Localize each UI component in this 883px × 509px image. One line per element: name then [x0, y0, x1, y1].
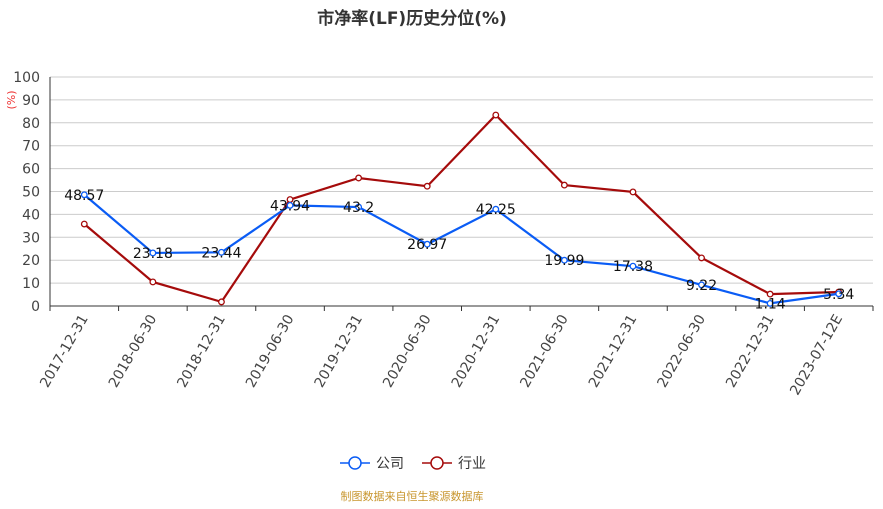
series-line — [83, 113, 839, 304]
data-point — [80, 220, 88, 228]
x-tick-label: 2022-12-31 — [723, 312, 778, 390]
data-point — [423, 182, 431, 190]
data-label: 26.97 — [407, 237, 447, 253]
legend-marker — [430, 456, 444, 470]
data-label: 43.94 — [270, 198, 310, 214]
data-point — [560, 256, 568, 264]
legend-label[interactable]: 行业 — [458, 456, 486, 472]
x-tick-label: 2021-12-31 — [586, 312, 641, 390]
data-point — [698, 281, 705, 289]
y-tick-label: 10 — [22, 276, 40, 292]
data-label: 23.18 — [133, 246, 173, 262]
data-point — [80, 191, 88, 199]
y-tick-label: 70 — [22, 139, 40, 155]
data-label: 43.2 — [343, 200, 374, 216]
data-point — [492, 205, 500, 213]
x-tick-label: 2020-12-31 — [449, 312, 504, 390]
x-tick-label: 2017-12-31 — [37, 312, 92, 390]
data-point — [492, 111, 500, 119]
legend-marker — [348, 456, 362, 470]
data-point — [629, 188, 637, 196]
y-tick-label: 30 — [22, 230, 40, 246]
data-label: 48.57 — [64, 188, 104, 204]
data-point — [698, 254, 705, 262]
data-label: 23.44 — [201, 245, 241, 261]
series-line — [83, 193, 839, 305]
y-axis-label: (%) — [5, 90, 18, 109]
source-note: 制图数据来自恒生聚源数据库 — [341, 489, 484, 503]
data-label: 9.22 — [686, 278, 717, 294]
x-tick-label: 2022-06-30 — [654, 312, 709, 390]
y-tick-label: 20 — [22, 253, 40, 269]
x-tick-label: 2019-06-30 — [243, 312, 298, 390]
data-point — [835, 290, 843, 298]
data-point — [355, 174, 363, 182]
y-tick-label: 90 — [22, 93, 40, 109]
data-point — [355, 203, 363, 211]
data-label: 5.34 — [823, 287, 854, 303]
x-tick-label: 2018-12-31 — [174, 312, 229, 390]
data-label: 17.38 — [613, 259, 653, 275]
x-tick-label: 2023-07-12E — [787, 312, 846, 398]
y-tick-label: 100 — [13, 70, 40, 86]
chart-title: 市净率(LF)历史分位(%) — [317, 8, 507, 29]
data-point — [218, 298, 225, 306]
data-label: 19.99 — [544, 253, 584, 269]
data-point — [629, 262, 637, 270]
x-tick-label: 2021-06-30 — [517, 312, 572, 390]
data-label: 42.25 — [476, 202, 516, 218]
data-point — [766, 290, 774, 298]
x-tick-label: 2019-12-31 — [312, 312, 367, 390]
data-point — [423, 240, 431, 248]
legend-label[interactable]: 公司 — [376, 456, 404, 472]
x-tick-label: 2018-06-30 — [106, 312, 161, 390]
data-point — [560, 181, 568, 189]
data-point — [149, 249, 157, 257]
y-tick-label: 50 — [22, 185, 40, 201]
data-label: 1.14 — [755, 296, 786, 312]
y-tick-label: 60 — [22, 162, 40, 178]
y-tick-label: 0 — [31, 299, 40, 315]
data-point — [218, 248, 225, 256]
data-point — [286, 201, 294, 209]
data-point — [149, 278, 157, 286]
y-tick-label: 80 — [22, 116, 40, 132]
y-tick-label: 40 — [22, 207, 40, 223]
data-point — [766, 299, 774, 307]
x-tick-label: 2020-06-30 — [380, 312, 435, 390]
